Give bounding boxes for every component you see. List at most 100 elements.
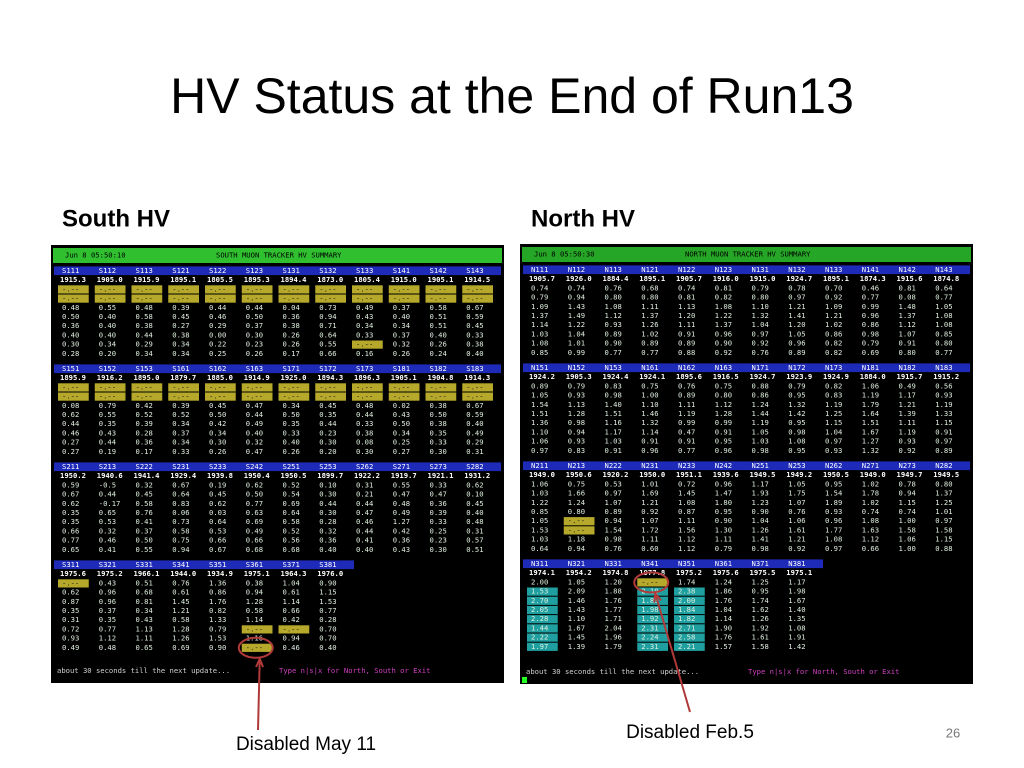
module-voltage: 1926.0 xyxy=(566,274,592,283)
hv-current: 1.01 xyxy=(641,479,658,488)
disabled-cell xyxy=(131,285,163,294)
footer-prompt: Type n|s|x for North, South or Exit xyxy=(279,666,430,675)
hv-current: 0.95 xyxy=(788,418,805,427)
module-name: S213 xyxy=(99,462,116,471)
hv-current: 0.36 xyxy=(283,312,300,321)
module-name: N143 xyxy=(935,265,952,274)
hv-current: 0.44 xyxy=(136,330,153,339)
hv-current: 0.45 xyxy=(172,312,189,321)
name-bar xyxy=(54,266,501,276)
module-voltage: 1924.9 xyxy=(823,372,849,381)
hv-current: 0.79 xyxy=(788,381,805,390)
hv-current: 0.97 xyxy=(531,446,548,455)
hv-current: 0.69 xyxy=(246,517,263,526)
hv-current: 0.93 xyxy=(62,634,79,643)
hv-current: 0.69 xyxy=(172,643,189,652)
hv-current: 0.55 xyxy=(319,340,336,349)
hv-current: 1.06 xyxy=(788,516,805,525)
module-name: S211 xyxy=(62,462,79,471)
module-name: S231 xyxy=(172,462,189,471)
hv-current: 1.67 xyxy=(568,623,585,632)
hv-current: 0.41 xyxy=(99,545,116,554)
hv-current: 0.40 xyxy=(283,438,300,447)
hv-current: 0.76 xyxy=(172,578,189,587)
hv-current: 1.11 xyxy=(678,516,695,525)
hv-current: 1.45 xyxy=(172,597,189,606)
hv-current: 2.21 xyxy=(678,642,695,651)
hv-current: 0.32 xyxy=(246,438,263,447)
hv-current: 1.15 xyxy=(935,535,952,544)
hv-current: -.-- xyxy=(319,392,336,401)
hv-current: 0.50 xyxy=(246,490,263,499)
module-voltage: 1950.2 xyxy=(60,471,86,480)
hv-current: 0.88 xyxy=(678,348,695,357)
disabled-cell xyxy=(241,643,273,652)
hv-current: 0.90 xyxy=(605,339,622,348)
hv-current: 1.20 xyxy=(788,320,805,329)
hv-current: 2.70 xyxy=(531,596,548,605)
hv-current: 0.77 xyxy=(246,499,263,508)
disabled-cell xyxy=(58,294,89,303)
hv-current: -.-- xyxy=(393,382,410,391)
highlight-cell xyxy=(637,624,668,633)
hv-current: 1.19 xyxy=(825,400,842,409)
hv-current: 0.22 xyxy=(209,340,226,349)
hv-current: -.-- xyxy=(568,516,585,525)
hv-current: 2.00 xyxy=(678,596,695,605)
hv-current: 1.28 xyxy=(172,624,189,633)
hv-current: -.-- xyxy=(209,382,226,391)
hv-current: 0.83 xyxy=(605,381,622,390)
hv-current: 0.45 xyxy=(209,490,226,499)
hv-current: 1.71 xyxy=(605,614,622,623)
hv-current: 0.98 xyxy=(605,391,622,400)
module-voltage: 1895.1 xyxy=(823,274,849,283)
hv-current: 0.46 xyxy=(862,283,879,292)
hv-current: 1.79 xyxy=(862,400,879,409)
hv-current: 1.08 xyxy=(825,535,842,544)
hv-current: 0.44 xyxy=(99,490,116,499)
disabled-cell xyxy=(205,285,236,294)
hv-current: 1.44 xyxy=(531,623,548,632)
name-bar xyxy=(523,363,970,373)
hv-current: 0.60 xyxy=(641,544,658,553)
hv-current: 0.89 xyxy=(788,348,805,357)
hv-current: 1.14 xyxy=(246,615,263,624)
hv-current: 1.21 xyxy=(825,311,842,320)
hv-current: 1.74 xyxy=(752,596,769,605)
module-name: S251 xyxy=(283,462,300,471)
hv-current: 1.19 xyxy=(899,427,916,436)
disabled-cell xyxy=(278,383,310,392)
hv-current: 1.67 xyxy=(788,596,805,605)
hv-current: 1.37 xyxy=(531,311,548,320)
hv-current: 0.04 xyxy=(283,303,300,312)
hv-current: 1.02 xyxy=(862,479,879,488)
hv-current: 0.64 xyxy=(283,508,300,517)
hv-current: 1.01 xyxy=(568,339,585,348)
hv-current: 0.16 xyxy=(356,349,373,358)
module-voltage: 1974.1 xyxy=(529,568,555,577)
hv-current: 0.94 xyxy=(605,516,622,525)
hv-current: 0.49 xyxy=(393,508,410,517)
hv-current: 0.26 xyxy=(430,340,447,349)
hv-current: 0.65 xyxy=(99,508,116,517)
disabled-cell xyxy=(278,285,310,294)
hv-current: 0.10 xyxy=(466,490,483,499)
hv-current: 0.25 xyxy=(393,438,410,447)
hv-current: 1.03 xyxy=(531,329,548,338)
hv-current: 0.34 xyxy=(393,428,410,437)
disabled-cell xyxy=(241,392,273,401)
hv-current: 1.15 xyxy=(899,498,916,507)
name-bar xyxy=(54,560,354,570)
hv-current: 0.50 xyxy=(430,410,447,419)
module-voltage: 1894.3 xyxy=(317,373,343,382)
module-name: S233 xyxy=(209,462,226,471)
hv-current: 2.22 xyxy=(531,633,548,642)
module-voltage: 1895.9 xyxy=(60,373,86,382)
module-name: N161 xyxy=(641,363,658,372)
hv-current: 0.46 xyxy=(62,428,79,437)
module-name: S253 xyxy=(319,462,336,471)
hv-current: 0.08 xyxy=(899,293,916,302)
module-voltage: 1929.4 xyxy=(170,471,196,480)
hv-current: 0.50 xyxy=(62,312,79,321)
hv-current: 2.28 xyxy=(531,614,548,623)
